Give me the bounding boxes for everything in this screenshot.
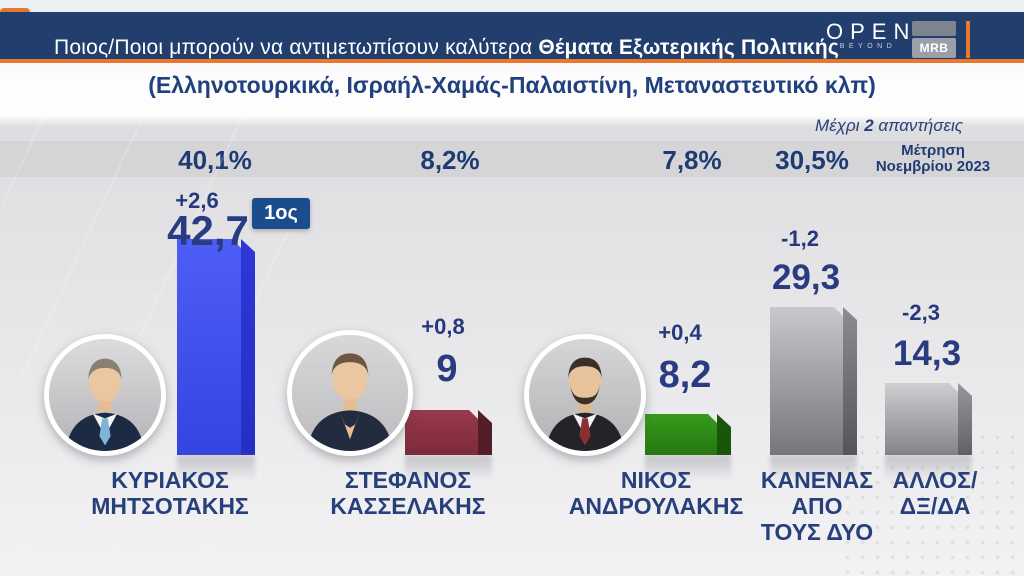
change-other-dk: -2,3 [902,300,940,325]
bar-reflection [177,455,255,481]
prev-pct-none: 30,5% [775,145,849,175]
mrb-logo-top-block [912,21,956,36]
value-none-of-two: 29,3 [771,258,841,297]
rank-badge-first: 1ος [252,198,310,229]
change-none-of-two: -1,2 [781,226,819,251]
page-title: Ποιος/Ποιοι μπορούν να αντιμετωπίσουν κα… [54,36,839,60]
header-bar: Ποιος/Ποιοι μπορούν να αντιμετωπίσουν κα… [0,12,1024,59]
label-other-dk: ΑΛΛΟΣ/ ΔΞ/ΔΑ [892,467,978,519]
change-kasselakis: +0,8 [421,314,465,339]
orange-underline [0,59,1024,63]
value-kasselakis: 9 [436,348,458,390]
mrb-logo-text: MRB [912,38,956,58]
measurement-label: Μέτρηση Νοεμβρίου 2023 [875,142,991,175]
subtitle: (Ελληνοτουρκικά, Ισραήλ-Χαμάς-Παλαιστίνη… [148,72,876,98]
bar-mitsotakis [177,239,255,455]
bar-reflection [645,455,731,481]
portrait-photo [49,339,161,451]
label-mitsotakis: ΚΥΡΙΑΚΟΣ ΜΗΤΣΟΤΑΚΗΣ [91,467,249,519]
bar-androulakis [645,414,731,455]
top-strip [0,0,1024,12]
value-androulakis: 8,2 [658,354,712,396]
label-none-of-two: ΚΑΝΕΝΑΣ ΑΠΟ ΤΟΥΣ ΔΥΟ [760,467,874,545]
title-regular: Ποιος/Ποιοι μπορούν να αντιμετωπίσουν κα… [54,36,539,59]
orange-divider [966,21,970,58]
bar-other-dk [885,383,972,455]
prev-pct-androulakis: 7,8% [662,145,722,175]
mrb-logo: MRB [912,21,956,58]
portrait-photo [529,339,641,451]
title-bold: Θέματα Εξωτερικής Πολιτικής [538,36,839,59]
open-logo-text: OPEN [826,19,917,44]
open-logo-subtext: BEYOND [839,43,897,50]
bar-reflection [885,455,972,481]
change-mitsotakis: +2,6 [175,188,219,213]
previous-measurement-band [0,141,1024,177]
value-mitsotakis: 42,7 [167,207,249,254]
prev-pct-kasselakis: 8,2% [420,145,480,175]
portrait-nikos-androulakis [524,334,646,456]
orange-corner-accent [0,8,30,14]
label-kasselakis: ΣΤΕΦΑΝΟΣ ΚΑΣΣΕΛΑΚΗΣ [330,467,486,519]
bar-reflection [770,455,857,481]
portrait-photo [292,335,408,451]
value-other-dk: 14,3 [892,334,962,373]
bar-none-of-two [770,307,857,455]
open-tv-logo: OPEN BEYOND [826,19,917,51]
bar-kasselakis [405,410,492,455]
portrait-stefanos-kasselakis [287,330,413,456]
portrait-kyriakos-mitsotakis [44,334,166,456]
prev-pct-mitsotakis: 40,1% [178,145,252,175]
max-answers-note: Μέχρι 2 απαντήσεις [815,116,963,135]
bar-reflection [405,455,492,481]
change-androulakis: +0,4 [658,320,702,345]
label-androulakis: ΝΙΚΟΣ ΑΝΔΡΟΥΛΑΚΗΣ [568,467,744,519]
